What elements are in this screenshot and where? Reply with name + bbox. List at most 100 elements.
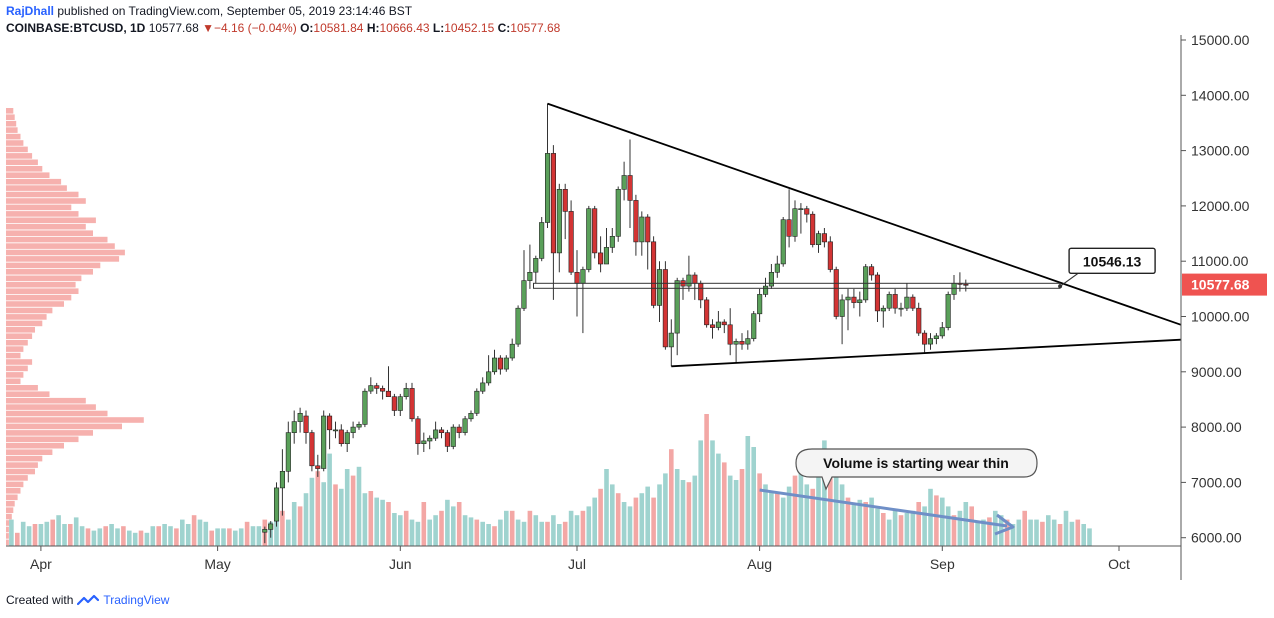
volume-profile-row bbox=[6, 281, 76, 288]
y-tick-label: 6000.00 bbox=[1191, 530, 1242, 546]
volume-bar bbox=[698, 440, 703, 546]
tradingview-brand[interactable]: TradingView bbox=[103, 593, 170, 607]
volume-bar bbox=[869, 497, 874, 546]
volume-bar bbox=[244, 521, 250, 546]
volume-profile-row bbox=[6, 166, 43, 172]
y-tick-label: 8000.00 bbox=[1191, 419, 1242, 435]
candle-body bbox=[509, 343, 515, 359]
candle-body bbox=[686, 274, 692, 287]
candle-body bbox=[627, 175, 633, 201]
volume-profile-row bbox=[6, 333, 33, 339]
volume-bar bbox=[398, 515, 403, 546]
volume-bar bbox=[415, 521, 421, 546]
candle-body bbox=[597, 252, 604, 265]
volume-profile-row bbox=[6, 307, 53, 314]
volume-profile-row bbox=[6, 217, 96, 224]
volume-bar bbox=[492, 526, 497, 546]
candle-body bbox=[892, 294, 898, 309]
axes: 15000.00 14000.00 13000.00 12000.00 11000.00… bbox=[6, 32, 1267, 580]
volume-bar bbox=[374, 497, 379, 546]
volume-profile-row bbox=[6, 539, 9, 546]
volume-bar bbox=[321, 482, 326, 546]
volume-bar bbox=[38, 524, 44, 546]
volume-bar bbox=[798, 453, 804, 546]
ohlc-legend: COINBASE:BTCUSD, 1D 10577.68 ▼−4.16 (−0.… bbox=[6, 21, 560, 35]
author-name[interactable]: RajDhall bbox=[6, 4, 55, 18]
volume-bar bbox=[474, 519, 480, 546]
candle-body bbox=[468, 412, 474, 420]
volume-bar bbox=[103, 526, 108, 546]
volume-bar bbox=[97, 528, 103, 546]
candle-body bbox=[544, 153, 551, 223]
volume-bar bbox=[185, 524, 191, 546]
candle-body bbox=[609, 236, 615, 248]
volume-bar bbox=[957, 510, 963, 546]
y-tick-label: 11000.00 bbox=[1191, 253, 1249, 269]
candle-body bbox=[356, 423, 362, 428]
volume-bar bbox=[356, 466, 362, 546]
close-label: C: bbox=[497, 21, 511, 35]
volume-bar bbox=[969, 506, 974, 546]
volume-profile bbox=[6, 108, 144, 546]
x-tick-label: Aug bbox=[747, 556, 772, 572]
candle-body bbox=[727, 324, 733, 345]
candle-body bbox=[438, 429, 445, 433]
volume-bar bbox=[892, 510, 898, 546]
volume-bar bbox=[875, 508, 880, 546]
volume-bar bbox=[627, 506, 633, 546]
candle-body bbox=[291, 421, 297, 434]
volume-bar bbox=[645, 486, 650, 546]
volume-bar bbox=[727, 475, 733, 546]
volume-bar bbox=[368, 491, 374, 546]
volume-bar bbox=[309, 477, 315, 546]
volume-profile-row bbox=[6, 410, 108, 417]
volume-bar bbox=[209, 530, 214, 546]
candle-body bbox=[338, 429, 344, 444]
volume-bar bbox=[963, 502, 969, 546]
volume-bar bbox=[1016, 519, 1022, 546]
volume-profile-row bbox=[6, 481, 24, 488]
candle-body bbox=[639, 216, 645, 243]
volume-bar bbox=[839, 484, 845, 546]
volume-profile-row bbox=[6, 397, 86, 404]
volume-bar bbox=[680, 480, 686, 546]
candle-body bbox=[709, 324, 716, 328]
volume-bar bbox=[1010, 524, 1016, 546]
volume-bar bbox=[509, 510, 515, 546]
candle-body bbox=[285, 432, 291, 472]
candle-body bbox=[645, 216, 651, 243]
volume-bar bbox=[922, 506, 927, 546]
y-tick-label: 9000.00 bbox=[1191, 364, 1242, 380]
candle-body bbox=[698, 282, 704, 301]
candle-body bbox=[568, 211, 574, 273]
candles bbox=[262, 103, 969, 544]
volume-profile-row bbox=[6, 526, 9, 533]
high-value: 10666.43 bbox=[379, 21, 430, 35]
annotation-arrow-head bbox=[994, 513, 1015, 536]
candle-body bbox=[550, 153, 557, 254]
volume-bar bbox=[150, 526, 156, 546]
volume-bar bbox=[822, 440, 827, 546]
volume-bar bbox=[68, 524, 73, 546]
volume-bar bbox=[692, 475, 698, 546]
volume-bar bbox=[339, 488, 344, 546]
volume-bar bbox=[233, 530, 238, 546]
last-price-tag bbox=[1182, 273, 1267, 296]
footer: Created with TradingView bbox=[6, 593, 169, 607]
volume-bar bbox=[551, 515, 556, 546]
volume-bar bbox=[780, 497, 786, 546]
volume-bar bbox=[757, 473, 762, 546]
volume-profile-row bbox=[6, 120, 17, 127]
volume-bar bbox=[515, 519, 521, 546]
y-tick-label: 10000.00 bbox=[1191, 309, 1250, 325]
candle-body bbox=[739, 341, 745, 345]
candle-body bbox=[527, 271, 533, 281]
candle-body bbox=[810, 213, 816, 245]
volume-bar bbox=[916, 502, 921, 546]
volume-bar bbox=[557, 524, 562, 546]
volume-bar bbox=[9, 519, 14, 546]
candle-body bbox=[951, 282, 957, 295]
volume-bar bbox=[144, 532, 150, 546]
volume-profile-row bbox=[6, 314, 47, 320]
